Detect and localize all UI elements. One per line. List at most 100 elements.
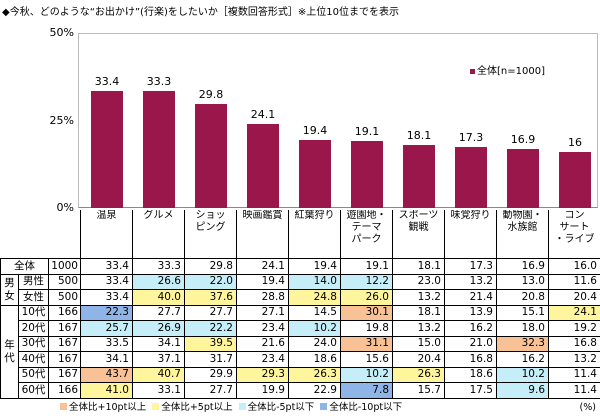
data-label: 16.9 bbox=[510, 132, 536, 146]
table-cell: 10.2 bbox=[340, 366, 393, 383]
bar bbox=[403, 144, 435, 208]
table-cell: 37.6 bbox=[184, 289, 237, 306]
table-row: 年 代 10代 166 22.3 27.7 27.7 27.1 14.5 30.1 18.1 13.… bbox=[0, 304, 600, 399]
table-cell: 15.0 bbox=[392, 335, 445, 352]
category-label: 遊園地・ テーマ パーク bbox=[340, 210, 392, 258]
category-label: コン サート ・ライブ bbox=[548, 210, 600, 258]
table-cell: 12.2 bbox=[340, 273, 393, 290]
table-cell: 13.2 bbox=[392, 289, 445, 306]
sample-size: 167 bbox=[48, 351, 81, 368]
table-cell: 27.7 bbox=[184, 304, 237, 321]
table-cell: 17.3 bbox=[444, 258, 497, 275]
data-table: 全体 1000 33.4 33.3 29.8 24.1 19.4 19.1 18.1 17.3 16… bbox=[0, 258, 600, 399]
category-label: ショッ ピング bbox=[184, 210, 236, 258]
table-cell: 22.9 bbox=[288, 382, 341, 399]
table-cell: 40.0 bbox=[132, 289, 185, 306]
category-label: 動物園・ 水族館 bbox=[496, 210, 548, 258]
y-tick-label: 25% bbox=[49, 113, 74, 127]
table-cell: 16.8 bbox=[548, 335, 600, 352]
bar bbox=[559, 152, 591, 208]
table-cell: 33.5 bbox=[80, 335, 133, 352]
table-cell: 40.7 bbox=[132, 366, 185, 383]
data-label: 19.4 bbox=[302, 124, 328, 138]
table-cell: 16.9 bbox=[496, 258, 549, 275]
row-label: 全体 bbox=[0, 258, 49, 275]
legend-label: 全体[n=1000] bbox=[477, 66, 545, 77]
data-label: 33.3 bbox=[146, 75, 172, 89]
table-cell: 34.1 bbox=[132, 335, 185, 352]
table-cell: 18.6 bbox=[288, 351, 341, 368]
table-cell: 15.6 bbox=[340, 351, 393, 368]
table-cell: 26.3 bbox=[392, 366, 445, 383]
row-label: 20代 bbox=[18, 320, 49, 337]
table-cell: 19.4 bbox=[288, 258, 341, 275]
table-cell: 9.6 bbox=[496, 382, 549, 399]
table-cell: 18.1 bbox=[392, 258, 445, 275]
category-label: 映画鑑賞 bbox=[236, 210, 288, 258]
table-cell: 13.2 bbox=[444, 273, 497, 290]
table-cell: 20.4 bbox=[392, 351, 445, 368]
table-cell: 20.8 bbox=[496, 289, 549, 306]
table-cell: 13.2 bbox=[548, 351, 600, 368]
highlight-legend-item: 全体比-5pt以下 bbox=[238, 402, 314, 413]
table-cell: 19.2 bbox=[548, 320, 600, 337]
data-label: 18.1 bbox=[406, 128, 432, 142]
highlight-label: 全体比-10pt以下 bbox=[329, 402, 403, 413]
sample-size: 166 bbox=[48, 304, 81, 321]
bar bbox=[351, 141, 383, 208]
row-label: 10代 bbox=[18, 304, 49, 321]
table-cell: 34.1 bbox=[80, 351, 133, 368]
category-label: グルメ bbox=[132, 210, 184, 258]
row-label: 女性 bbox=[18, 289, 49, 306]
table-cell: 16.2 bbox=[444, 320, 497, 337]
table-cell: 10.2 bbox=[288, 320, 341, 337]
table-cell: 26.0 bbox=[340, 289, 393, 306]
table-cell: 23.4 bbox=[236, 351, 289, 368]
sample-size: 167 bbox=[48, 320, 81, 337]
table-cell: 27.7 bbox=[132, 304, 185, 321]
table-cell: 11.4 bbox=[548, 382, 600, 399]
bar bbox=[195, 103, 227, 208]
table-cell: 21.0 bbox=[444, 335, 497, 352]
row-label: 50代 bbox=[18, 366, 49, 383]
data-label: 16 bbox=[568, 136, 582, 149]
sample-size: 1000 bbox=[48, 258, 81, 275]
table-cell: 14.0 bbox=[288, 273, 341, 290]
chart-title: ◆今秋、どのような“お出かけ”(行楽)をしたいか［複数回答形式］※上位10位まで… bbox=[2, 7, 399, 18]
group-label: 年 代 bbox=[0, 304, 19, 399]
bar bbox=[143, 91, 175, 208]
table-cell: 24.0 bbox=[288, 335, 341, 352]
row-label: 60代 bbox=[18, 382, 49, 399]
bar bbox=[299, 140, 331, 208]
table-cell: 11.6 bbox=[548, 273, 600, 290]
table-cell: 37.1 bbox=[132, 351, 185, 368]
table-cell: 28.8 bbox=[236, 289, 289, 306]
table-cell: 15.7 bbox=[392, 382, 445, 399]
table-cell: 30.1 bbox=[340, 304, 393, 321]
table-cell: 11.4 bbox=[548, 366, 600, 383]
highlight-swatch bbox=[320, 403, 328, 410]
row-label: 40代 bbox=[18, 351, 49, 368]
data-label: 24.1 bbox=[250, 107, 276, 121]
table-cell: 27.1 bbox=[236, 304, 289, 321]
data-label: 33.4 bbox=[94, 75, 120, 89]
sample-size: 166 bbox=[48, 382, 81, 399]
table-row: 20代 167 25.7 26.9 22.2 23.4 10.2 19.8 13.2 16.2 18… bbox=[1, 320, 600, 337]
table-cell: 18.6 bbox=[444, 366, 497, 383]
y-tick-label: 50% bbox=[49, 26, 74, 39]
table-cell: 14.5 bbox=[288, 304, 341, 321]
table-row: 全体 1000 33.4 33.3 29.8 24.1 19.4 19.1 18.1 17.3 16… bbox=[0, 258, 600, 275]
table-cell: 29.9 bbox=[184, 366, 237, 383]
table-cell: 22.0 bbox=[184, 273, 237, 290]
table-row: 30代 167 33.5 34.1 39.5 21.6 24.0 31.1 15.0 21.0 32… bbox=[1, 335, 600, 352]
table-cell: 33.3 bbox=[132, 258, 185, 275]
highlight-swatch bbox=[60, 403, 67, 410]
category-label: 味覚狩り bbox=[444, 210, 496, 258]
plot-area: 33.4 33.3 29.8 24.1 19.4 19.1 18.1 17.3 16.9 16 bbox=[78, 33, 598, 208]
table-cell: 33.4 bbox=[80, 273, 133, 290]
table-cell: 19.8 bbox=[340, 320, 393, 337]
category-label: 温泉 bbox=[80, 210, 132, 258]
table-row: 40代 167 34.1 37.1 31.7 23.4 18.6 15.6 20.4 16.8 16… bbox=[1, 351, 600, 368]
highlight-swatch bbox=[152, 403, 160, 410]
table-cell: 26.9 bbox=[132, 320, 185, 337]
